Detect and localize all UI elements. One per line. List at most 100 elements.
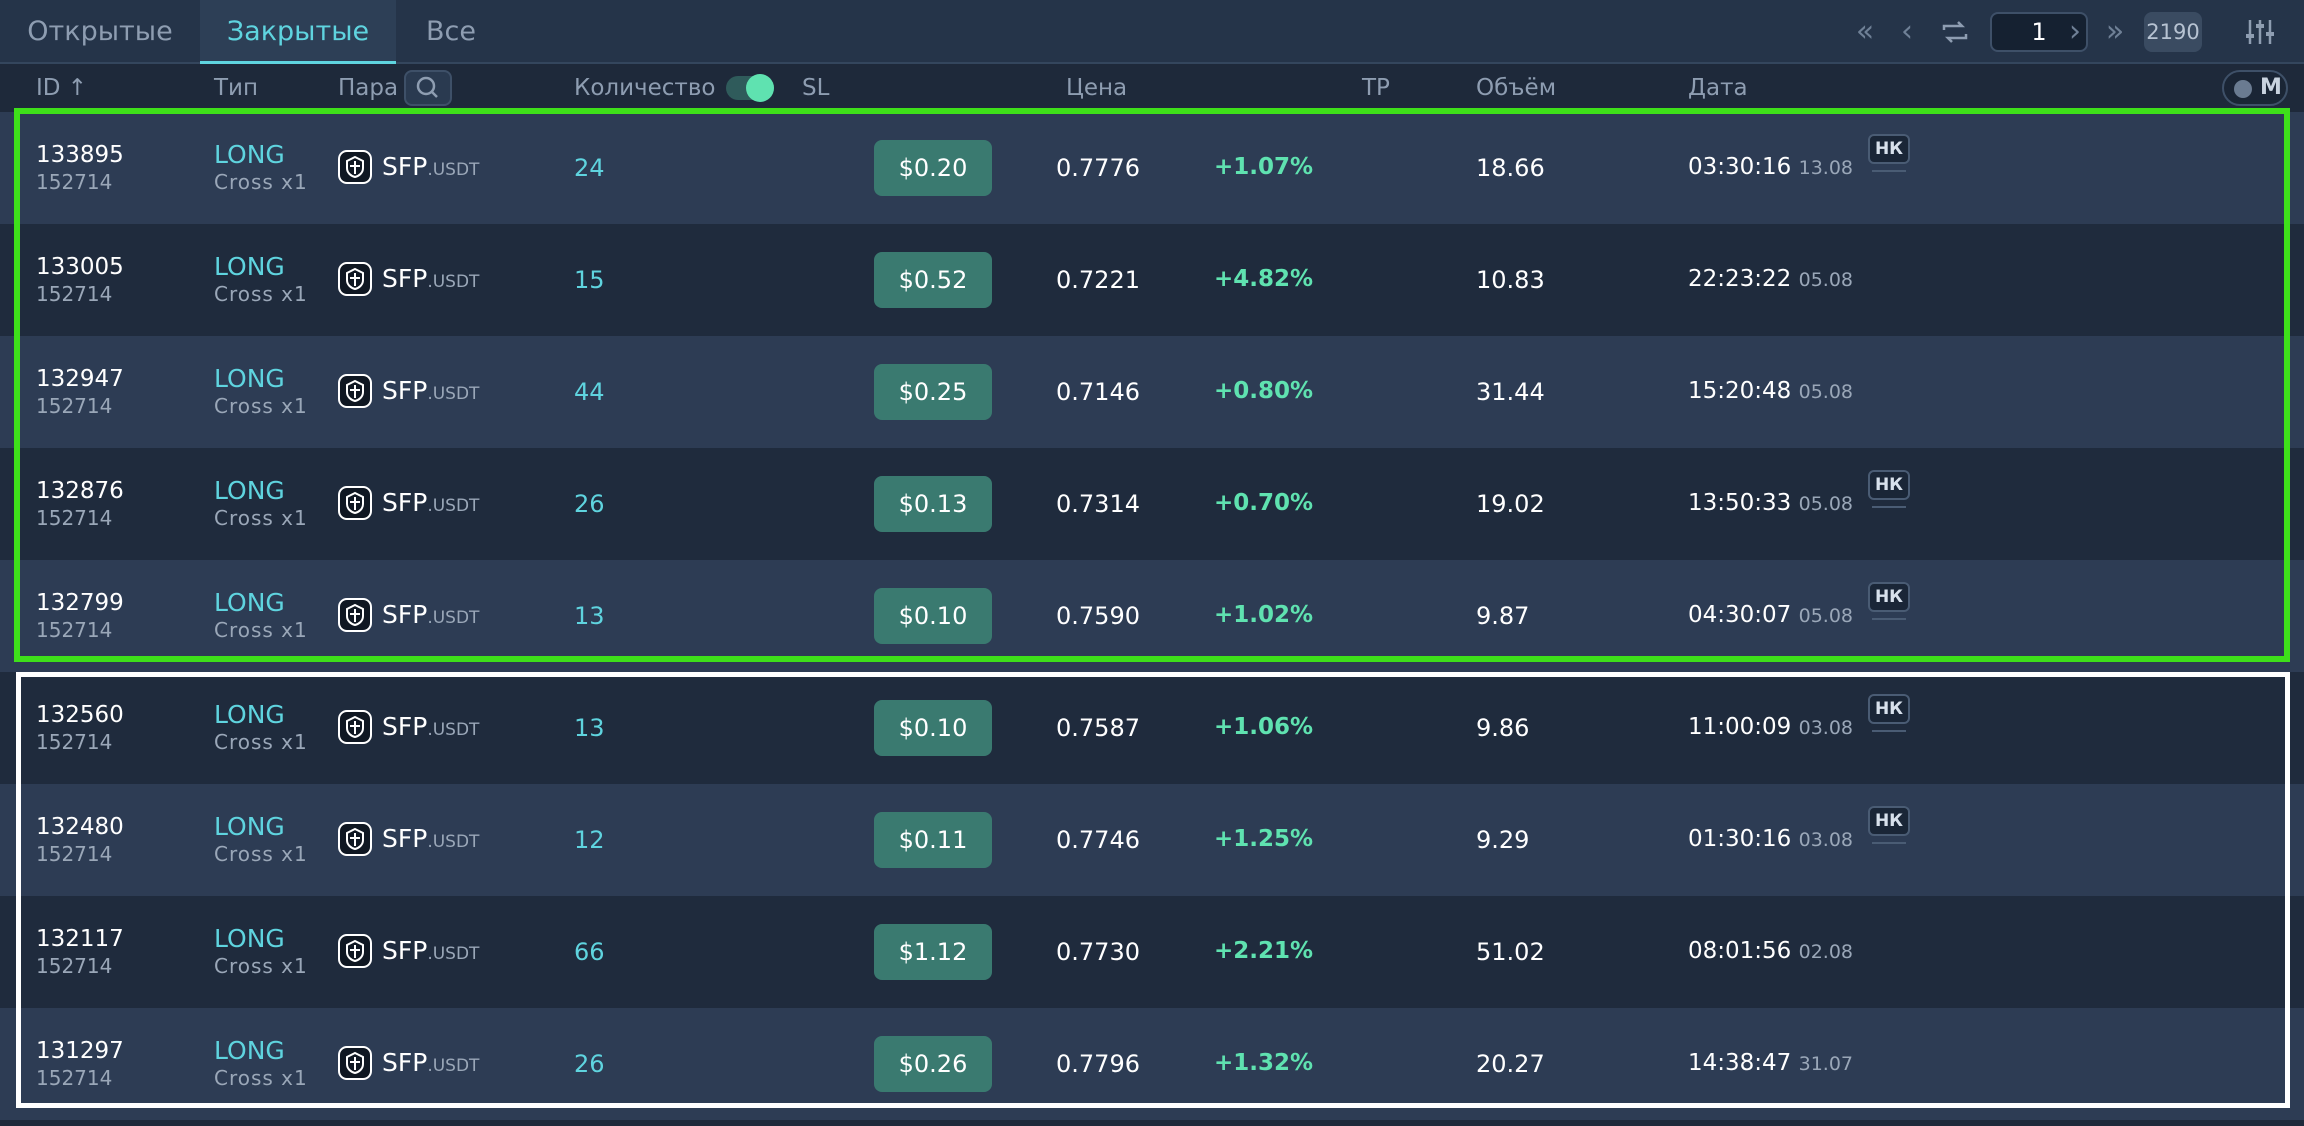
trade-id: 132799 (36, 590, 124, 616)
trading-pair[interactable]: SFP.USDT (382, 488, 479, 517)
trading-pair[interactable]: SFP.USDT (382, 600, 479, 629)
table-row[interactable]: 131297 152714 LONG Cross x1 SFP.USDT 26 … (0, 1008, 2304, 1120)
sfp-coin-icon (338, 710, 372, 744)
trade-day: 05.08 (1798, 269, 1854, 291)
sfp-coin-icon (338, 150, 372, 184)
trade-direction: LONG (214, 812, 285, 841)
sl-button[interactable]: $0.20 (874, 140, 992, 196)
quantity: 66 (574, 938, 605, 966)
prev-page-icon[interactable]: ‹ (1901, 14, 1913, 49)
table-row[interactable]: 132480 152714 LONG Cross x1 SFP.USDT 12 … (0, 784, 2304, 896)
table-row[interactable]: 132876 152714 LONG Cross x1 SFP.USDT 26 … (0, 448, 2304, 560)
sl-button[interactable]: $0.10 (874, 588, 992, 644)
trade-sub-id: 152714 (36, 842, 113, 866)
trade-date: 13:50:33 05.08 (1688, 490, 1853, 516)
coin-logo-icon (346, 939, 364, 963)
refresh-icon-svg (1942, 21, 1968, 43)
sl-button[interactable]: $0.11 (874, 812, 992, 868)
table-row[interactable]: 132947 152714 LONG Cross x1 SFP.USDT 44 … (0, 336, 2304, 448)
pair-quote: .USDT (427, 720, 480, 740)
volume: 10.83 (1476, 266, 1545, 294)
first-page-icon[interactable]: « (1855, 14, 1875, 49)
sl-button[interactable]: $0.10 (874, 700, 992, 756)
table-row[interactable]: 133895 152714 LONG Cross x1 SFP.USDT 24 … (0, 112, 2304, 224)
sl-button[interactable]: $0.25 (874, 364, 992, 420)
trade-day: 05.08 (1798, 381, 1854, 403)
sliders-icon (2246, 20, 2274, 44)
nk-badge[interactable]: НК (1868, 582, 1910, 612)
mode-switch-dot (2234, 80, 2252, 98)
mode-switch[interactable]: M (2222, 70, 2288, 106)
pair-quote: .USDT (427, 608, 480, 628)
quantity: 26 (574, 490, 605, 518)
page-number-input[interactable]: 1 (1990, 12, 2088, 52)
nk-badge[interactable]: НК (1868, 134, 1910, 164)
quantity-toggle[interactable] (726, 74, 774, 102)
header-type: Тип (214, 75, 259, 101)
next-page-arrow-icon[interactable]: › (2069, 14, 2081, 49)
quantity: 26 (574, 1050, 605, 1078)
nk-badge[interactable]: НК (1868, 694, 1910, 724)
trade-direction: LONG (214, 252, 285, 281)
nk-badge[interactable]: НК (1868, 806, 1910, 836)
refresh-icon[interactable] (1938, 14, 1972, 50)
trade-direction: LONG (214, 700, 285, 729)
quantity: 15 (574, 266, 605, 294)
trading-pair[interactable]: SFP.USDT (382, 376, 479, 405)
last-page-icon[interactable]: » (2105, 14, 2125, 49)
tab-closed[interactable]: Закрытые (200, 0, 396, 64)
quantity: 13 (574, 714, 605, 742)
coin-logo-icon (346, 379, 364, 403)
pair-search-button[interactable] (404, 70, 452, 106)
sl-button[interactable]: $0.52 (874, 252, 992, 308)
sl-button[interactable]: $1.12 (874, 924, 992, 980)
profit-percent: +0.80% (1214, 378, 1314, 404)
trade-time: 22:23:22 (1688, 266, 1792, 292)
pair-quote: .USDT (427, 1056, 480, 1076)
trade-direction: LONG (214, 1036, 285, 1065)
table-row[interactable]: 132117 152714 LONG Cross x1 SFP.USDT 66 … (0, 896, 2304, 1008)
coin-logo-icon (346, 491, 364, 515)
trading-pair[interactable]: SFP.USDT (382, 824, 479, 853)
sl-button[interactable]: $0.26 (874, 1036, 992, 1092)
trade-day: 13.08 (1798, 157, 1854, 179)
trading-pair[interactable]: SFP.USDT (382, 712, 479, 741)
trade-direction: LONG (214, 476, 285, 505)
filter-settings-icon[interactable] (2236, 14, 2284, 50)
table-row[interactable]: 133005 152714 LONG Cross x1 SFP.USDT 15 … (0, 224, 2304, 336)
sfp-coin-icon (338, 486, 372, 520)
nk-badge-underline (1872, 730, 1906, 732)
quantity: 12 (574, 826, 605, 854)
pair-base: SFP (382, 152, 428, 181)
sfp-coin-icon (338, 1046, 372, 1080)
pair-quote: .USDT (427, 272, 480, 292)
pair-base: SFP (382, 1048, 428, 1077)
table-row[interactable]: 132799 152714 LONG Cross x1 SFP.USDT 13 … (0, 560, 2304, 672)
price: 0.7314 (1056, 490, 1140, 518)
trade-day: 05.08 (1798, 605, 1854, 627)
trading-pair[interactable]: SFP.USDT (382, 936, 479, 965)
tab-all[interactable]: Все (426, 16, 476, 47)
profit-percent: +0.70% (1214, 490, 1314, 516)
trading-pair[interactable]: SFP.USDT (382, 1048, 479, 1077)
pair-base: SFP (382, 488, 428, 517)
trade-date: 01:30:16 03.08 (1688, 826, 1853, 852)
table-row[interactable]: 132560 152714 LONG Cross x1 SFP.USDT 13 … (0, 672, 2304, 784)
trade-date: 15:20:48 05.08 (1688, 378, 1853, 404)
trading-pair[interactable]: SFP.USDT (382, 264, 479, 293)
header-quantity: Количество (574, 75, 716, 101)
pair-base: SFP (382, 264, 428, 293)
header-id[interactable]: ID ↑ (36, 75, 88, 101)
trade-sub-id: 152714 (36, 730, 113, 754)
price: 0.7746 (1056, 826, 1140, 854)
header-tp: TP (1362, 75, 1390, 101)
nk-badge[interactable]: НК (1868, 470, 1910, 500)
trading-pair[interactable]: SFP.USDT (382, 152, 479, 181)
volume: 9.86 (1476, 714, 1530, 742)
volume: 19.02 (1476, 490, 1545, 518)
tab-open[interactable]: Открытые (27, 16, 173, 47)
sl-button[interactable]: $0.13 (874, 476, 992, 532)
trade-time: 04:30:07 (1688, 602, 1792, 628)
trade-date: 04:30:07 05.08 (1688, 602, 1853, 628)
volume: 18.66 (1476, 154, 1545, 182)
